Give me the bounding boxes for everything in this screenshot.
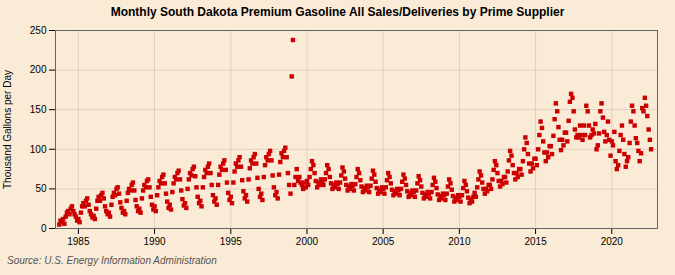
svg-text:1995: 1995 — [220, 236, 243, 247]
svg-text:150: 150 — [30, 104, 47, 115]
svg-text:2015: 2015 — [524, 236, 547, 247]
html-text:Source: U.S. Energy Informatio: Source: U.S. Energy Information Administ… — [7, 255, 217, 266]
html-text:Monthly South Dakota Premium G: Monthly South Dakota Premium Gasoline Al… — [110, 5, 565, 19]
svg-text:Thousand Gallons per Day: Thousand Gallons per Day — [2, 70, 13, 189]
svg-text:2010: 2010 — [448, 236, 471, 247]
svg-text:50: 50 — [35, 183, 47, 194]
svg-text:1990: 1990 — [143, 236, 166, 247]
svg-text:2000: 2000 — [296, 236, 319, 247]
svg-text:200: 200 — [30, 64, 47, 75]
svg-text:1985: 1985 — [67, 236, 90, 247]
svg-text:0: 0 — [41, 223, 47, 234]
svg-text:250: 250 — [30, 25, 47, 36]
svg-text:2005: 2005 — [372, 236, 395, 247]
svg-text:2020: 2020 — [601, 236, 624, 247]
svg-text:100: 100 — [30, 144, 47, 155]
